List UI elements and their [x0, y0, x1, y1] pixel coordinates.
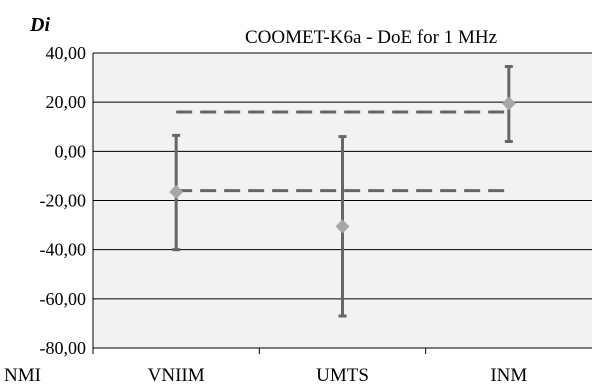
category-label: INM [490, 365, 527, 386]
y-tick-label: 0,00 [55, 141, 87, 161]
data-point [501, 96, 516, 111]
data-point [169, 184, 184, 199]
chart-title: COOMET-K6a - DoE for 1 MHz [245, 27, 497, 48]
x-axis [92, 53, 427, 354]
data-markers [169, 96, 516, 234]
y-tick-labels: 40,00 20,00 0,00 -20,00 -40,00 -60,00 -80,00 [40, 43, 87, 358]
y-tick-label: -80,00 [40, 338, 87, 358]
category-label: UMTS [316, 365, 369, 386]
category-label: VNIIM [148, 365, 205, 386]
y-axis-label: Di [29, 14, 50, 36]
y-tick-label: -40,00 [40, 240, 87, 260]
y-tick-label: 20,00 [46, 92, 87, 112]
y-tick-label: 40,00 [46, 43, 87, 63]
category-labels: VNIIM UMTS INM [148, 365, 528, 386]
y-tick-label: -60,00 [40, 289, 87, 309]
y-tick-label: -20,00 [40, 191, 87, 211]
reference-lines [176, 110, 509, 193]
data-point [335, 219, 350, 234]
x-axis-label: NMI [4, 365, 41, 386]
